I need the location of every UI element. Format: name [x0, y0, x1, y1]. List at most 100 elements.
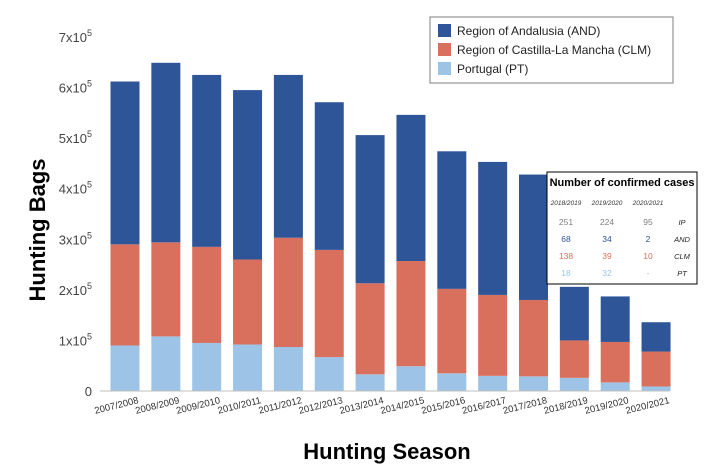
bar-segment	[396, 366, 426, 391]
bar-segment	[559, 377, 589, 391]
inset-row-label: AND	[673, 235, 690, 244]
y-tick-label: 5x105	[59, 129, 92, 146]
y-tick-label: 4x105	[59, 180, 92, 197]
x-tick-label: 2013/2014	[339, 395, 385, 417]
bar-segment	[559, 286, 589, 341]
bar-segment	[151, 336, 181, 391]
inset-cell: 32	[602, 268, 612, 278]
legend-label: Region of Andalusia (AND)	[457, 24, 600, 38]
bar-segment	[314, 357, 344, 391]
legend-swatch	[438, 62, 451, 75]
inset-column-header: 2019/2020	[591, 200, 623, 207]
bar-segment	[437, 151, 467, 289]
bar-segment	[478, 161, 508, 295]
bar-segment	[600, 382, 630, 391]
inset-cell: 95	[643, 217, 653, 227]
bar-segment	[355, 283, 385, 375]
bar-segment	[559, 340, 589, 378]
bar-segment	[233, 259, 263, 345]
x-tick-label: 2019/2020	[584, 395, 630, 417]
inset-cell: 18	[561, 268, 571, 278]
bar-segment	[110, 345, 140, 391]
x-tick-label: 2016/2017	[461, 395, 507, 417]
x-tick-label: 2008/2009	[134, 395, 180, 417]
inset-table-frame	[546, 171, 698, 285]
bar-segment	[110, 81, 140, 245]
bar-segment	[600, 296, 630, 342]
bar-segment	[641, 322, 671, 352]
bar-segment	[641, 351, 671, 387]
bar-stacks	[110, 62, 671, 391]
bar-segment	[151, 62, 181, 243]
x-tick-label: 2012/2013	[298, 395, 344, 417]
x-tick-label: 2011/2012	[258, 395, 304, 416]
bar-segment	[314, 102, 344, 250]
y-tick-label: 3x105	[59, 230, 92, 247]
y-tick-label: 6x105	[59, 79, 92, 96]
x-tick-label: 2015/2016	[420, 395, 466, 417]
bar-segment	[192, 74, 222, 247]
x-axis-title: Hunting Season	[303, 439, 470, 464]
x-tick-label: 2018/2019	[543, 395, 589, 417]
bar-segment	[478, 294, 508, 376]
inset-cell: 251	[559, 217, 573, 227]
legend: Region of Andalusia (AND) Region of Casti…	[429, 16, 674, 84]
legend-swatch	[438, 24, 451, 37]
inset-cell: 10	[643, 251, 653, 261]
x-tick-label: 2014/2015	[379, 395, 425, 417]
y-tick-label: 2x105	[59, 281, 92, 298]
bar-segment	[437, 373, 467, 391]
inset-row-label: PT	[677, 269, 688, 278]
inset-column-header: 2020/2021	[632, 200, 664, 207]
bar-segment	[641, 386, 671, 391]
bar-segment	[273, 74, 303, 238]
inset-row-label: IP	[678, 218, 685, 227]
inset-cell: 2	[646, 234, 651, 244]
confirmed-cases-table: Number of confirmed cases 2018/2019 2019/…	[546, 171, 698, 285]
inset-row-label: CLM	[674, 252, 691, 261]
bar-segment	[110, 244, 140, 346]
bar-segment	[233, 90, 263, 260]
legend-frame	[429, 16, 674, 84]
bar-segment	[233, 344, 263, 391]
bar-segment	[478, 375, 508, 391]
y-tick-label: 0	[85, 384, 92, 399]
y-axis-title: Hunting Bags	[25, 159, 50, 302]
inset-table-title: Number of confirmed cases	[550, 177, 695, 189]
inset-cell: 224	[600, 217, 614, 227]
legend-label: Portugal (PT)	[457, 62, 528, 76]
x-tick-label: 2007/2008	[93, 395, 139, 417]
bar-segment	[519, 174, 548, 300]
inset-cell: -	[647, 268, 650, 278]
bar-segment	[519, 376, 548, 391]
legend-label: Region of Castilla-La Mancha (CLM)	[457, 43, 651, 57]
bar-segment	[273, 347, 303, 391]
bar-segment	[396, 114, 426, 262]
inset-column-header: 2018/2019	[550, 200, 582, 207]
inset-cell: 39	[602, 251, 612, 261]
x-tick-label: 2010/2011	[217, 395, 263, 416]
legend-swatch	[438, 43, 451, 56]
inset-cell: 68	[561, 234, 571, 244]
bar-segment	[355, 374, 385, 391]
x-axis-ticks: 2007/20082008/20092009/20102010/20112011…	[93, 395, 670, 417]
y-tick-label: 1x105	[59, 331, 92, 348]
bar-segment	[314, 249, 344, 358]
bar-segment	[437, 288, 467, 374]
y-axis-ticks: 0 1x105 2x105 3x105 4x105 5x105 6x105 7x105	[59, 28, 92, 399]
bar-segment	[355, 135, 385, 284]
bar-segment	[192, 246, 222, 343]
x-tick-label: 2009/2010	[175, 395, 221, 417]
x-tick-label: 2020/2021	[625, 395, 671, 417]
bar-segment	[273, 237, 303, 348]
bar-segment	[151, 242, 181, 337]
inset-cell: 138	[559, 251, 573, 261]
bar-segment	[192, 342, 222, 391]
bar-segment	[519, 299, 548, 377]
bar-segment	[396, 261, 426, 367]
x-tick-label: 2017/2018	[502, 395, 548, 417]
bar-segment	[600, 341, 630, 383]
y-tick-label: 7x105	[59, 28, 92, 45]
inset-cell: 34	[602, 234, 612, 244]
